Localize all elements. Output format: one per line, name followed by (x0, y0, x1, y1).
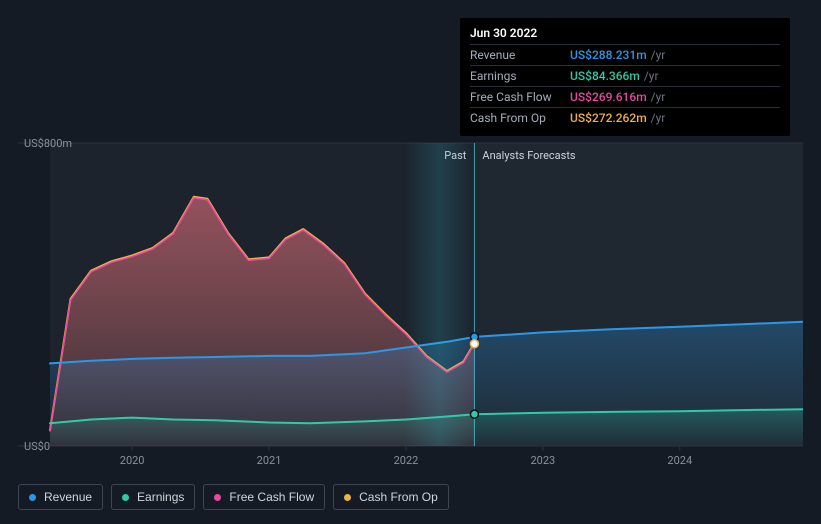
tooltip-row-label: Earnings (470, 69, 570, 83)
tooltip-row: Free Cash FlowUS$269.616m/yr (470, 86, 780, 107)
svg-text:2021: 2021 (257, 454, 282, 467)
tooltip-row-label: Free Cash Flow (470, 90, 570, 104)
legend-item-free-cash-flow[interactable]: Free Cash Flow (203, 484, 325, 510)
svg-text:2024: 2024 (667, 454, 692, 467)
legend-dot-icon (29, 494, 36, 501)
legend-label: Revenue (44, 490, 92, 504)
legend-item-earnings[interactable]: Earnings (111, 484, 195, 510)
tooltip-row-value: US$84.366m (570, 69, 640, 83)
svg-text:Analysts Forecasts: Analysts Forecasts (482, 149, 576, 162)
tooltip-row-unit: /yr (644, 69, 659, 83)
tooltip-row-unit: /yr (651, 90, 666, 104)
legend-item-cash-from-op[interactable]: Cash From Op (333, 484, 449, 510)
legend-dot-icon (122, 494, 129, 501)
legend-label: Cash From Op (359, 490, 438, 504)
tooltip-row: EarningsUS$84.366m/yr (470, 65, 780, 86)
legend-item-revenue[interactable]: Revenue (18, 484, 103, 510)
svg-text:US$800m: US$800m (24, 137, 72, 150)
svg-text:2022: 2022 (394, 454, 419, 467)
tooltip-row: RevenueUS$288.231m/yr (470, 44, 780, 65)
tooltip-row: Cash From OpUS$272.262m/yr (470, 107, 780, 128)
legend-label: Earnings (137, 490, 184, 504)
svg-text:2020: 2020 (120, 454, 145, 467)
tooltip-row-value: US$269.616m (570, 90, 647, 104)
tooltip-row-unit: /yr (651, 48, 666, 62)
tooltip-row-label: Revenue (470, 48, 570, 62)
legend-dot-icon (214, 494, 221, 501)
tooltip-row-value: US$272.262m (570, 111, 647, 125)
chart-tooltip: Jun 30 2022 RevenueUS$288.231m/yrEarning… (460, 18, 790, 136)
tooltip-row-value: US$288.231m (570, 48, 647, 62)
tooltip-row-label: Cash From Op (470, 111, 570, 125)
tooltip-title: Jun 30 2022 (470, 26, 780, 40)
tooltip-row-unit: /yr (651, 111, 666, 125)
svg-text:2023: 2023 (531, 454, 556, 467)
svg-text:US$0: US$0 (24, 440, 50, 453)
legend-label: Free Cash Flow (229, 490, 314, 504)
legend-dot-icon (344, 494, 351, 501)
chart-legend: Revenue Earnings Free Cash Flow Cash From O… (18, 484, 449, 510)
